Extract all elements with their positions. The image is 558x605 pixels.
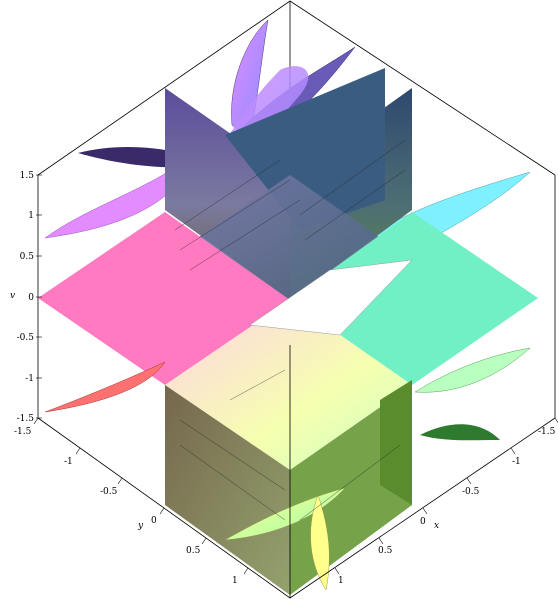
y-tick-label: -1.5	[14, 427, 32, 437]
y-tick-label: 0	[151, 516, 157, 526]
v-axis-label: v	[10, 291, 15, 301]
horizontal-plane	[38, 212, 538, 470]
v-tick-label: -1.5	[17, 414, 35, 424]
petal-lower-right-green	[414, 347, 531, 393]
y-axis-label: y	[137, 521, 144, 531]
v-tick-label: -0.5	[17, 333, 35, 343]
x-axis-label: x	[434, 521, 439, 531]
v-tick-label: -1	[25, 374, 34, 384]
v-axis: 1.5 1 0.5 0 -0.5 -1 -1.5 v	[10, 171, 42, 424]
vertical-planes-upper	[165, 68, 412, 345]
v-tick-label: 1.5	[20, 171, 35, 181]
plane-v0-left	[38, 212, 290, 385]
v-tick-label: 0.5	[20, 252, 35, 262]
plane-lower-green	[380, 380, 412, 505]
petal-bottom-center	[310, 494, 330, 591]
petal-lower-left-red	[44, 361, 166, 413]
x-tick-label: 1	[338, 576, 344, 586]
y-tick-label: -0.5	[100, 487, 118, 497]
plane-v0-white	[249, 259, 413, 336]
x-tick-label: 0.5	[378, 546, 393, 556]
surface-mesh	[174, 139, 406, 521]
x-tick-label: 0	[420, 517, 426, 527]
x-tick-label: -1.5	[538, 427, 556, 437]
v-tick-label: 0	[28, 293, 34, 303]
y-tick-label: 0.5	[186, 546, 201, 556]
lower-petals	[44, 347, 531, 591]
plane-left-lower	[165, 385, 290, 595]
y-tick-label: 1	[232, 576, 238, 586]
petal-lower-yellow	[224, 487, 346, 541]
x-tick-label: -0.5	[462, 487, 480, 497]
plane-v0-right	[290, 212, 538, 385]
v-tick-label: 1	[28, 211, 34, 221]
plane-back-right	[225, 68, 385, 230]
petal-lower-right-dark	[420, 424, 500, 441]
x-tick-label: -1	[512, 457, 521, 467]
x-axis: -1.5 -1 -0.5 0 0.5 1 x	[334, 417, 558, 586]
y-axis: -1.5 -1 -0.5 0 0.5 1 y	[14, 417, 249, 586]
y-tick-label: -1	[64, 457, 73, 467]
plane-v0-front	[165, 300, 412, 470]
